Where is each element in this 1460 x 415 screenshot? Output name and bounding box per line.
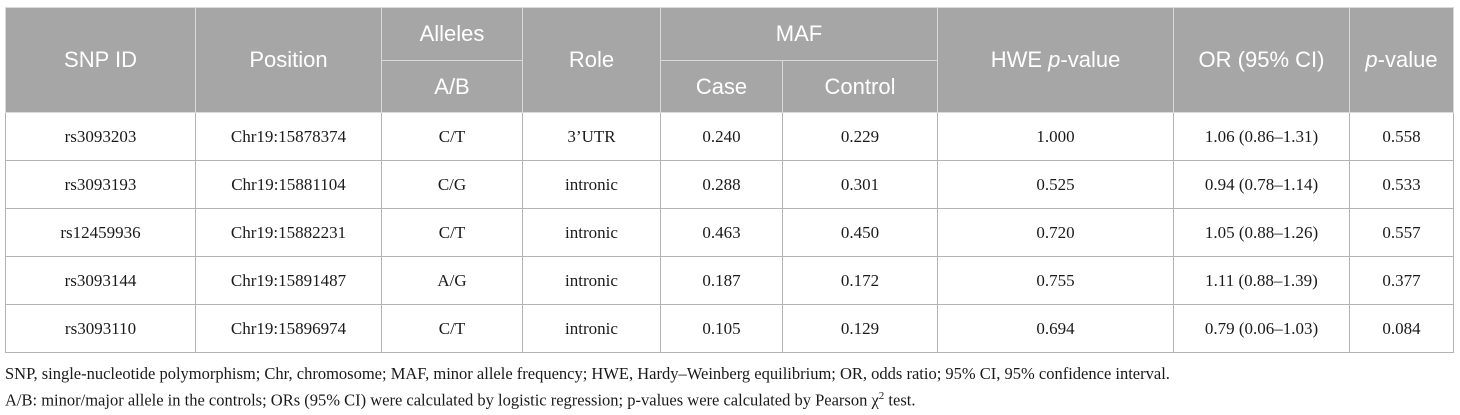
cell-or-ci: 1.06 (0.86–1.31)	[1173, 112, 1351, 161]
header-p-value: p-value	[1349, 7, 1455, 113]
cell-role: intronic	[522, 304, 661, 353]
header-role: Role	[522, 7, 661, 113]
cell-maf-control: 0.229	[781, 112, 939, 161]
cell-maf-case: 0.288	[660, 160, 783, 209]
cell-alleles: C/T	[381, 208, 523, 257]
table-header: SNP ID Position Alleles Role MAF HWE p-v…	[5, 7, 1455, 113]
cell-hwe-p-value: 0.720	[937, 208, 1175, 257]
snp-association-table: SNP ID Position Alleles Role MAF HWE p-v…	[5, 7, 1455, 353]
table-body: rs3093203 Chr19:15878374 C/T 3’UTR 0.240…	[5, 112, 1455, 353]
header-position: Position	[195, 7, 382, 113]
cell-hwe-p-value: 0.525	[937, 160, 1175, 209]
cell-hwe-p-value: 0.755	[937, 256, 1175, 305]
header-maf-control: Control	[781, 60, 939, 113]
cell-maf-control: 0.129	[781, 304, 939, 353]
header-maf-case: Case	[660, 60, 783, 113]
header-alleles-ab: A/B	[381, 60, 523, 113]
cell-hwe-p-value: 1.000	[937, 112, 1175, 161]
cell-position: Chr19:15882231	[195, 208, 382, 257]
table-footnotes: SNP, single-nucleotide polymorphism; Chr…	[5, 362, 1455, 412]
cell-role: intronic	[522, 256, 661, 305]
cell-or-ci: 1.05 (0.88–1.26)	[1173, 208, 1351, 257]
cell-snp-id: rs3093193	[5, 160, 196, 209]
cell-role: intronic	[522, 208, 661, 257]
header-snp-id: SNP ID	[5, 7, 196, 113]
cell-p-value: 0.557	[1349, 208, 1455, 257]
header-hwe-p-value: HWE p-value	[937, 7, 1175, 113]
header-or-ci: OR (95% CI)	[1173, 7, 1351, 113]
header-p: p	[1365, 47, 1378, 72]
cell-role: 3’UTR	[522, 112, 661, 161]
snp-association-table-container: SNP ID Position Alleles Role MAF HWE p-v…	[5, 7, 1455, 353]
header-hwe-label: HWE	[990, 47, 1049, 72]
footnote-methods-text: A/B: minor/major allele in the controls;…	[5, 390, 879, 410]
cell-position: Chr19:15891487	[195, 256, 382, 305]
cell-role: intronic	[522, 160, 661, 209]
cell-maf-control: 0.450	[781, 208, 939, 257]
cell-p-value: 0.533	[1349, 160, 1455, 209]
cell-maf-case: 0.463	[660, 208, 783, 257]
cell-or-ci: 0.79 (0.06–1.03)	[1173, 304, 1351, 353]
header-hwe-suffix: -value	[1060, 47, 1121, 72]
table-row: rs12459936 Chr19:15882231 C/T intronic 0…	[5, 208, 1455, 257]
table-row: rs3093110 Chr19:15896974 C/T intronic 0.…	[5, 304, 1455, 353]
cell-position: Chr19:15896974	[195, 304, 382, 353]
cell-maf-control: 0.301	[781, 160, 939, 209]
cell-snp-id: rs12459936	[5, 208, 196, 257]
header-p-suffix: -value	[1377, 47, 1438, 72]
cell-alleles: C/T	[381, 304, 523, 353]
cell-maf-control: 0.172	[781, 256, 939, 305]
table-row: rs3093203 Chr19:15878374 C/T 3’UTR 0.240…	[5, 112, 1455, 161]
footnote-chi-square-superscript: 2	[878, 390, 885, 402]
cell-alleles: C/G	[381, 160, 523, 209]
header-maf: MAF	[659, 7, 939, 61]
cell-or-ci: 0.94 (0.78–1.14)	[1173, 160, 1351, 209]
cell-maf-case: 0.105	[660, 304, 783, 353]
cell-or-ci: 1.11 (0.88–1.39)	[1173, 256, 1351, 305]
cell-p-value: 0.377	[1349, 256, 1455, 305]
cell-alleles: A/G	[381, 256, 523, 305]
table-row: rs3093144 Chr19:15891487 A/G intronic 0.…	[5, 256, 1455, 305]
cell-p-value: 0.084	[1349, 304, 1455, 353]
header-alleles: Alleles	[381, 7, 523, 61]
cell-alleles: C/T	[381, 112, 523, 161]
cell-hwe-p-value: 0.694	[937, 304, 1175, 353]
cell-snp-id: rs3093203	[5, 112, 196, 161]
footnote-methods: A/B: minor/major allele in the controls;…	[5, 385, 1455, 412]
table-row: rs3093193 Chr19:15881104 C/G intronic 0.…	[5, 160, 1455, 209]
footnote-methods-end: test.	[884, 390, 916, 410]
cell-snp-id: rs3093110	[5, 304, 196, 353]
cell-maf-case: 0.187	[660, 256, 783, 305]
cell-maf-case: 0.240	[660, 112, 783, 161]
cell-position: Chr19:15878374	[195, 112, 382, 161]
header-hwe-p: p	[1048, 47, 1061, 72]
cell-p-value: 0.558	[1349, 112, 1455, 161]
footnote-abbreviations: SNP, single-nucleotide polymorphism; Chr…	[5, 364, 1170, 383]
cell-snp-id: rs3093144	[5, 256, 196, 305]
cell-position: Chr19:15881104	[195, 160, 382, 209]
